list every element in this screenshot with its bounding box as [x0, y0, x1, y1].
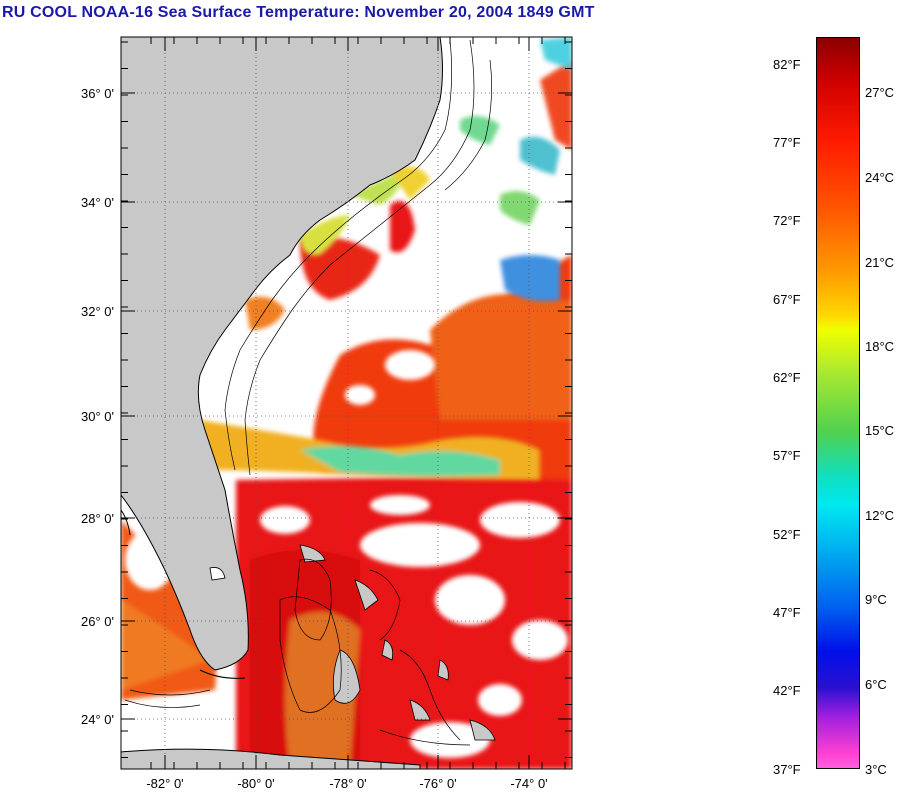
- lat-label: 32° 0': [81, 304, 114, 319]
- lat-label: 24° 0': [81, 712, 114, 727]
- c-label: 21°C: [865, 255, 895, 270]
- f-label: 82°F: [773, 57, 801, 72]
- land-mainland: [121, 37, 443, 671]
- lat-label: 34° 0': [81, 195, 114, 210]
- c-label: 18°C: [865, 339, 895, 354]
- lon-label: -80° 0': [237, 776, 274, 791]
- lon-label: -82° 0': [146, 776, 183, 791]
- c-label: 9°C: [865, 592, 887, 607]
- map-frame: [120, 36, 573, 770]
- map-title: RU COOL NOAA-16 Sea Surface Temperature:…: [2, 4, 595, 21]
- lat-label: 30° 0': [81, 409, 114, 424]
- c-label: 24°C: [865, 170, 895, 185]
- cool-water: [200, 37, 572, 480]
- lon-label: -78° 0': [329, 776, 366, 791]
- lat-label: 36° 0': [81, 86, 114, 101]
- f-label: 72°F: [773, 213, 801, 228]
- lon-label: -76° 0': [419, 776, 456, 791]
- c-label: 15°C: [865, 423, 895, 438]
- cloud-patches: [125, 350, 568, 758]
- f-label: 52°F: [773, 527, 801, 542]
- f-label: 67°F: [773, 292, 801, 307]
- c-label: 12°C: [865, 508, 895, 523]
- lat-label: 26° 0': [81, 614, 114, 629]
- latitude-labels: 36° 0' 34° 0' 32° 0' 30° 0' 28° 0' 26° 0…: [81, 86, 114, 727]
- map-area: [121, 37, 572, 769]
- c-label: 6°C: [865, 677, 887, 692]
- axis-ticks: [121, 37, 572, 769]
- f-label: 37°F: [773, 762, 801, 777]
- temperature-colorbar: [816, 37, 860, 769]
- f-label: 47°F: [773, 605, 801, 620]
- f-label: 62°F: [773, 370, 801, 385]
- lat-label: 28° 0': [81, 511, 114, 526]
- f-label: 42°F: [773, 683, 801, 698]
- f-label: 77°F: [773, 135, 801, 150]
- f-label: 57°F: [773, 448, 801, 463]
- c-label: 3°C: [865, 762, 887, 777]
- longitude-labels: -82° 0' -80° 0' -78° 0' -76° 0' -74° 0': [146, 776, 547, 791]
- lon-label: -74° 0': [510, 776, 547, 791]
- bathymetry-contours: [124, 39, 492, 746]
- c-label: 27°C: [865, 85, 895, 100]
